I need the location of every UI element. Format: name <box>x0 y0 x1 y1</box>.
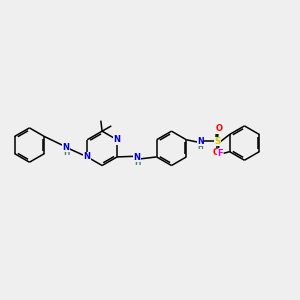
Text: N: N <box>63 142 70 152</box>
Text: H: H <box>134 158 140 167</box>
Text: N: N <box>197 137 204 146</box>
Text: N: N <box>84 152 91 161</box>
Text: F: F <box>218 149 223 158</box>
Text: O: O <box>215 124 222 134</box>
Text: H: H <box>198 144 203 150</box>
Text: O: O <box>213 148 220 157</box>
Text: N: N <box>113 135 121 144</box>
Text: S: S <box>214 137 220 146</box>
Text: N: N <box>134 153 141 162</box>
Text: H: H <box>63 148 69 157</box>
